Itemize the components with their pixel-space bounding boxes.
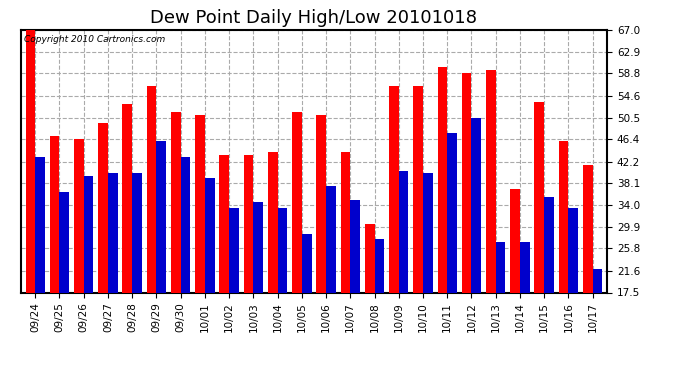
Bar [569, 208, 578, 375]
Bar [98, 123, 108, 375]
Bar [351, 200, 360, 375]
Bar [437, 67, 447, 375]
Bar [59, 192, 69, 375]
Bar [399, 171, 408, 375]
Bar [123, 104, 132, 375]
Bar [317, 115, 326, 375]
Bar [229, 208, 239, 375]
Bar [389, 86, 399, 375]
Text: Copyright 2010 Cartronics.com: Copyright 2010 Cartronics.com [23, 35, 165, 44]
Bar [520, 242, 530, 375]
Bar [511, 189, 520, 375]
Bar [171, 112, 181, 375]
Bar [326, 186, 336, 375]
Bar [277, 208, 287, 375]
Bar [83, 176, 93, 375]
Bar [35, 157, 45, 375]
Bar [147, 86, 157, 375]
Bar [132, 173, 142, 375]
Bar [302, 234, 311, 375]
Bar [181, 157, 190, 375]
Bar [462, 74, 471, 375]
Bar [544, 197, 554, 375]
Bar [108, 173, 117, 375]
Bar [375, 240, 384, 375]
Bar [205, 178, 215, 375]
Bar [535, 102, 544, 375]
Bar [593, 268, 602, 375]
Bar [244, 154, 253, 375]
Bar [74, 139, 83, 375]
Bar [341, 152, 351, 375]
Bar [495, 242, 505, 375]
Bar [292, 112, 302, 375]
Bar [26, 30, 35, 375]
Bar [219, 154, 229, 375]
Bar [583, 165, 593, 375]
Bar [50, 136, 59, 375]
Bar [195, 115, 205, 375]
Title: Dew Point Daily High/Low 20101018: Dew Point Daily High/Low 20101018 [150, 9, 477, 27]
Bar [447, 134, 457, 375]
Bar [471, 117, 481, 375]
Bar [268, 152, 277, 375]
Bar [365, 224, 375, 375]
Bar [157, 141, 166, 375]
Bar [413, 86, 423, 375]
Bar [486, 70, 495, 375]
Bar [559, 141, 569, 375]
Bar [253, 202, 263, 375]
Bar [423, 173, 433, 375]
